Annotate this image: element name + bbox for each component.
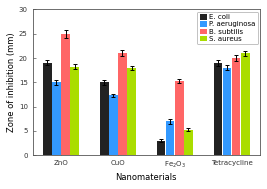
X-axis label: Nanomaterials: Nanomaterials [116, 173, 177, 182]
Bar [109, 95, 117, 155]
Bar [100, 82, 108, 155]
Bar [241, 53, 250, 155]
Bar [118, 53, 127, 155]
Bar [127, 68, 136, 155]
Bar [61, 34, 70, 155]
Bar [70, 67, 79, 155]
Bar [175, 81, 184, 155]
Bar [157, 141, 165, 155]
Bar [43, 63, 52, 155]
Legend: E. coli, P. aeruginosa, B. subtilis, S. aureus: E. coli, P. aeruginosa, B. subtilis, S. … [197, 12, 258, 44]
Y-axis label: Zone of inhibition (mm): Zone of inhibition (mm) [7, 33, 16, 132]
Bar [214, 63, 222, 155]
Bar [232, 58, 241, 155]
Bar [166, 121, 174, 155]
Bar [52, 82, 61, 155]
Bar [184, 130, 193, 155]
Bar [223, 68, 231, 155]
